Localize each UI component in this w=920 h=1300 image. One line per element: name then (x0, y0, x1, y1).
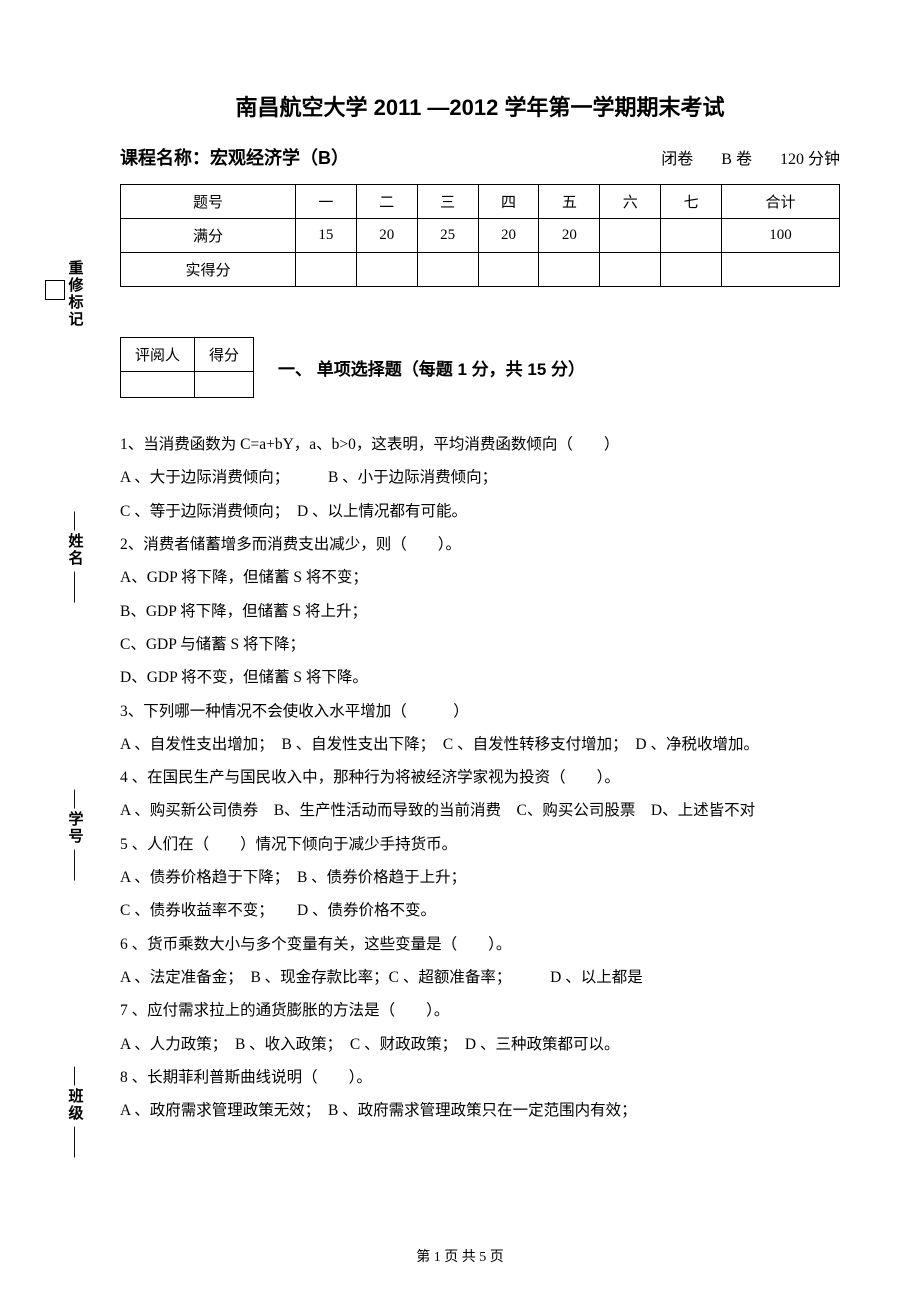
score-label: 得分 (195, 338, 254, 372)
question-line: A 、购买新公司债券 B、生产性活动而导致的当前消费 C、购买公司股票 D、上述… (120, 794, 840, 827)
page-container: 南昌航空大学 2011 —2012 学年第一学期期末考试 课程名称：宏观经济学（… (0, 0, 920, 1168)
table-row: 实得分 (121, 253, 840, 287)
question-line: B、GDP 将下降，但储蓄 S 将上升； (120, 595, 840, 628)
th-col: 三 (417, 185, 478, 219)
table-row: 评阅人 得分 (121, 338, 254, 372)
th-col: 七 (661, 185, 722, 219)
question-line: A 、法定准备金； B 、现金存款比率；C 、超额准备率； D 、以上都是 (120, 961, 840, 994)
question-line: A 、大于边际消费倾向； B 、小于边际消费倾向； (120, 461, 840, 494)
th-col: 一 (295, 185, 356, 219)
page-footer: 第 1 页 共 5 页 (0, 1246, 920, 1266)
th-col: 二 (356, 185, 417, 219)
question-line: A 、人力政策； B 、收入政策； C 、财政政策； D 、三种政策都可以。 (120, 1028, 840, 1061)
cell: 20 (539, 219, 600, 253)
question-line: C 、等于边际消费倾向； D 、以上情况都有可能。 (120, 495, 840, 528)
question-line: 2、消费者储蓄增多而消费支出减少，则（ ）。 (120, 528, 840, 561)
cell: 25 (417, 219, 478, 253)
question-line: 4 、在国民生产与国民收入中，那种行为将被经济学家视为投资（ ）。 (120, 761, 840, 794)
cell (195, 372, 254, 398)
grader-table: 评阅人 得分 (120, 337, 254, 398)
cell: 100 (722, 219, 840, 253)
paper-label: B 卷 (721, 145, 752, 169)
course-line: 课程名称：宏观经济学（B） 闭卷 B 卷 120 分钟 (120, 144, 840, 170)
table-row (121, 372, 254, 398)
th-label: 题号 (121, 185, 296, 219)
th-col: 合计 (722, 185, 840, 219)
cell (600, 219, 661, 253)
row-label: 满分 (121, 219, 296, 253)
question-line: 3、下列哪一种情况不会使收入水平增加（ ） (120, 695, 840, 728)
question-line: C 、债券收益率不变； D 、债券价格不变。 (120, 894, 840, 927)
question-line: 6 、货币乘数大小与多个变量有关，这些变量是（ ）。 (120, 928, 840, 961)
table-row: 满分 15 20 25 20 20 100 (121, 219, 840, 253)
question-line: 1、当消费函数为 C=a+bY，a、b>0，这表明，平均消费函数倾向（ ） (120, 428, 840, 461)
score-table: 题号 一 二 三 四 五 六 七 合计 满分 15 20 25 20 20 10… (120, 184, 840, 287)
th-col: 六 (600, 185, 661, 219)
cell (661, 219, 722, 253)
course-name: 课程名称：宏观经济学（B） (120, 144, 349, 170)
cell: 20 (478, 219, 539, 253)
question-line: A、GDP 将下降，但储蓄 S 将不变； (120, 561, 840, 594)
question-line: 5 、人们在（ ）情况下倾向于减少手持货币。 (120, 828, 840, 861)
course-meta: 闭卷 B 卷 120 分钟 (661, 145, 840, 169)
row-label: 实得分 (121, 253, 296, 287)
cell (600, 253, 661, 287)
duration: 120 分钟 (780, 145, 840, 169)
grader-label: 评阅人 (121, 338, 195, 372)
cell (356, 253, 417, 287)
cell: 15 (295, 219, 356, 253)
question-line: A 、债券价格趋于下降； B 、债券价格趋于上升； (120, 861, 840, 894)
question-line: 7 、应付需求拉上的通货膨胀的方法是（ ）。 (120, 994, 840, 1027)
cell: 20 (356, 219, 417, 253)
th-col: 五 (539, 185, 600, 219)
exam-type: 闭卷 (661, 145, 693, 169)
cell (478, 253, 539, 287)
table-row: 题号 一 二 三 四 五 六 七 合计 (121, 185, 840, 219)
page-title: 南昌航空大学 2011 —2012 学年第一学期期末考试 (120, 90, 840, 122)
cell (295, 253, 356, 287)
questions-block: 1、当消费函数为 C=a+bY，a、b>0，这表明，平均消费函数倾向（ ） A … (120, 428, 840, 1128)
section-row: 评阅人 得分 一、 单项选择题（每题 1 分，共 15 分） (120, 337, 840, 398)
question-line: C、GDP 与储蓄 S 将下降； (120, 628, 840, 661)
th-col: 四 (478, 185, 539, 219)
cell (539, 253, 600, 287)
question-line: A 、自发性支出增加； B 、自发性支出下降； C 、自发性转移支付增加； D … (120, 728, 840, 761)
cell (121, 372, 195, 398)
cell (722, 253, 840, 287)
question-line: 8 、长期菲利普斯曲线说明（ ）。 (120, 1061, 840, 1094)
question-line: A 、政府需求管理政策无效； B 、政府需求管理政策只在一定范围内有效； (120, 1094, 840, 1127)
cell (661, 253, 722, 287)
cell (417, 253, 478, 287)
question-line: D、GDP 将不变，但储蓄 S 将下降。 (120, 661, 840, 694)
section-title: 一、 单项选择题（每题 1 分，共 15 分） (278, 355, 585, 380)
